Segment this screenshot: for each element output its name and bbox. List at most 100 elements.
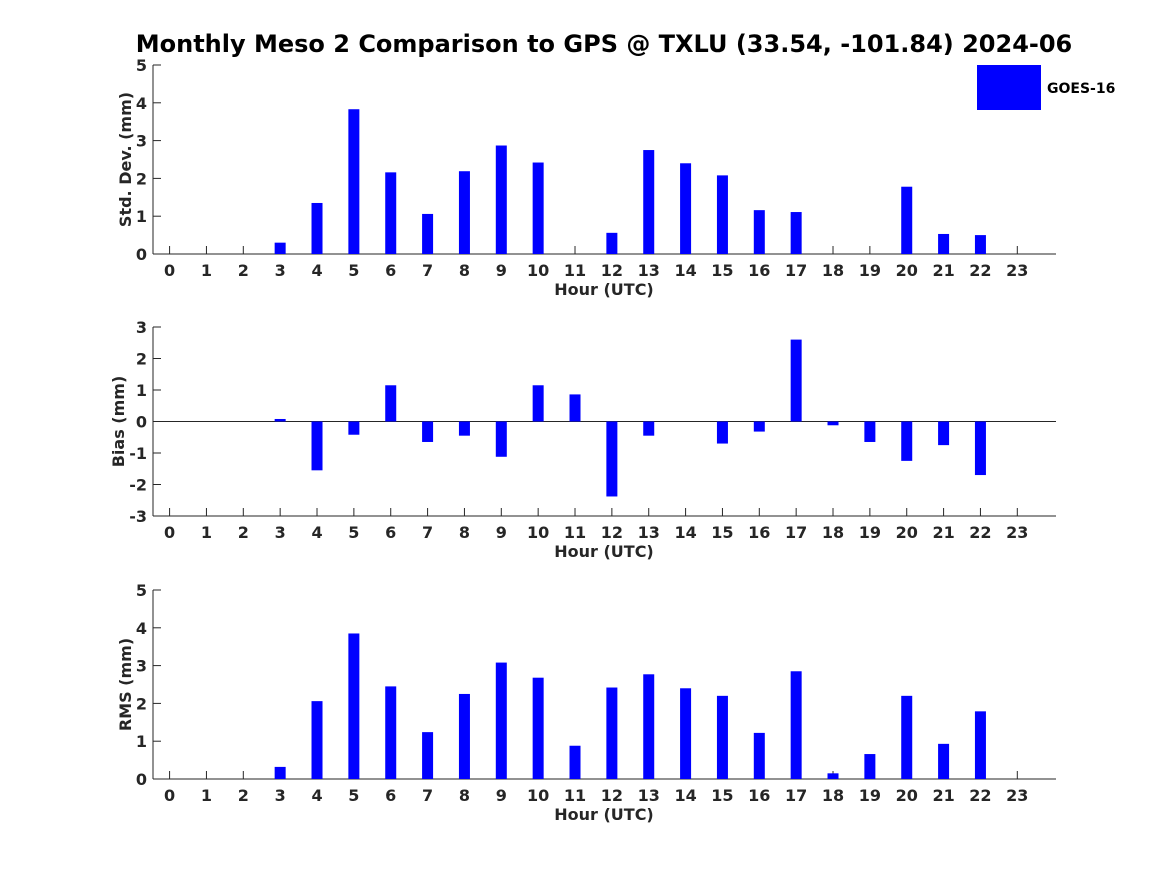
y-tick-label: -3 [129, 507, 147, 526]
x-tick-label: 16 [748, 786, 770, 805]
x-tick-label: 4 [311, 786, 322, 805]
x-tick-label: 2 [238, 523, 249, 542]
bar-hour-11 [569, 394, 581, 422]
bar-hour-17 [790, 339, 802, 422]
y-tick-label: 5 [136, 56, 147, 75]
x-axis-label: Hour (UTC) [554, 805, 654, 824]
bar-hour-15 [716, 421, 728, 444]
x-tick-label: 19 [859, 523, 881, 542]
bar-hour-21 [938, 421, 950, 446]
bar-hour-7 [422, 213, 434, 254]
bar-hour-10 [532, 162, 544, 254]
x-tick-label: 5 [348, 261, 359, 280]
x-tick-label: 1 [201, 786, 212, 805]
x-tick-label: 18 [822, 261, 844, 280]
bar-hour-21 [938, 233, 950, 254]
bar-hour-16 [753, 210, 765, 254]
bar-hour-12 [606, 232, 618, 254]
bar-hour-14 [680, 163, 692, 254]
x-tick-label: 0 [164, 261, 175, 280]
bar-hour-7 [422, 732, 434, 779]
y-tick-label: 1 [136, 207, 147, 226]
x-tick-label: 1 [201, 523, 212, 542]
x-tick-label: 13 [638, 261, 660, 280]
x-tick-label: 4 [311, 523, 322, 542]
x-tick-label: 7 [422, 786, 433, 805]
x-tick-label: 19 [859, 786, 881, 805]
bar-hour-3 [274, 766, 286, 779]
x-tick-label: 12 [601, 261, 623, 280]
x-tick-label: 23 [1006, 261, 1028, 280]
x-tick-label: 22 [969, 786, 991, 805]
x-tick-label: 5 [348, 786, 359, 805]
bar-hour-4 [311, 701, 323, 779]
x-tick-label: 6 [385, 786, 396, 805]
x-tick-label: 15 [711, 786, 733, 805]
bar-hour-9 [495, 662, 507, 779]
chart-title: Monthly Meso 2 Comparison to GPS @ TXLU … [136, 30, 1073, 58]
bar-hour-19 [864, 421, 876, 442]
x-tick-label: 5 [348, 523, 359, 542]
x-tick-label: 17 [785, 261, 807, 280]
bar-hour-15 [716, 175, 728, 254]
x-tick-label: 23 [1006, 786, 1028, 805]
bar-hour-22 [974, 421, 986, 476]
x-tick-label: 8 [459, 786, 470, 805]
bar-hour-16 [753, 421, 765, 432]
x-tick-label: 20 [896, 523, 918, 542]
x-tick-label: 21 [932, 786, 954, 805]
x-tick-label: 4 [311, 261, 322, 280]
bar-hour-22 [974, 711, 986, 779]
bar-hour-9 [495, 421, 507, 457]
y-tick-label: -2 [129, 476, 147, 495]
x-tick-label: 21 [932, 523, 954, 542]
y-tick-label: 3 [136, 657, 147, 676]
x-tick-label: 15 [711, 523, 733, 542]
y-tick-label: 5 [136, 581, 147, 600]
x-tick-label: 19 [859, 261, 881, 280]
bar-hour-19 [864, 754, 876, 779]
legend: GOES-16 [977, 65, 1115, 110]
y-tick-label: 2 [136, 169, 147, 188]
x-tick-label: 22 [969, 523, 991, 542]
bar-hour-8 [458, 171, 470, 254]
x-tick-label: 11 [564, 786, 586, 805]
bar-hour-4 [311, 421, 323, 471]
y-tick-label: 0 [136, 245, 147, 264]
x-tick-label: 12 [601, 786, 623, 805]
x-tick-label: 11 [564, 523, 586, 542]
y-tick-label: 4 [136, 619, 147, 638]
y-tick-label: 0 [136, 413, 147, 432]
y-axis-label: RMS (mm) [116, 638, 135, 731]
x-tick-label: 16 [748, 261, 770, 280]
x-tick-label: 20 [896, 261, 918, 280]
x-tick-label: 17 [785, 786, 807, 805]
bar-hour-7 [422, 421, 434, 442]
x-tick-label: 7 [422, 261, 433, 280]
y-tick-label: 4 [136, 94, 147, 113]
x-tick-label: 13 [638, 786, 660, 805]
bar-hour-9 [495, 145, 507, 254]
x-tick-label: 8 [459, 523, 470, 542]
y-tick-label: 3 [136, 132, 147, 151]
bar-hour-13 [643, 674, 655, 779]
bar-hour-3 [274, 242, 286, 254]
x-tick-label: 10 [527, 786, 549, 805]
bar-hour-10 [532, 677, 544, 779]
x-tick-label: 23 [1006, 523, 1028, 542]
bar-hour-12 [606, 687, 618, 779]
bar-hour-11 [569, 745, 581, 779]
bar-hour-10 [532, 385, 544, 422]
y-tick-label: 2 [136, 694, 147, 713]
x-tick-label: 18 [822, 786, 844, 805]
bar-hour-15 [716, 695, 728, 779]
x-tick-label: 18 [822, 523, 844, 542]
x-tick-label: 8 [459, 261, 470, 280]
bar-hour-8 [458, 693, 470, 779]
x-tick-label: 14 [674, 523, 696, 542]
x-tick-label: 14 [674, 261, 696, 280]
